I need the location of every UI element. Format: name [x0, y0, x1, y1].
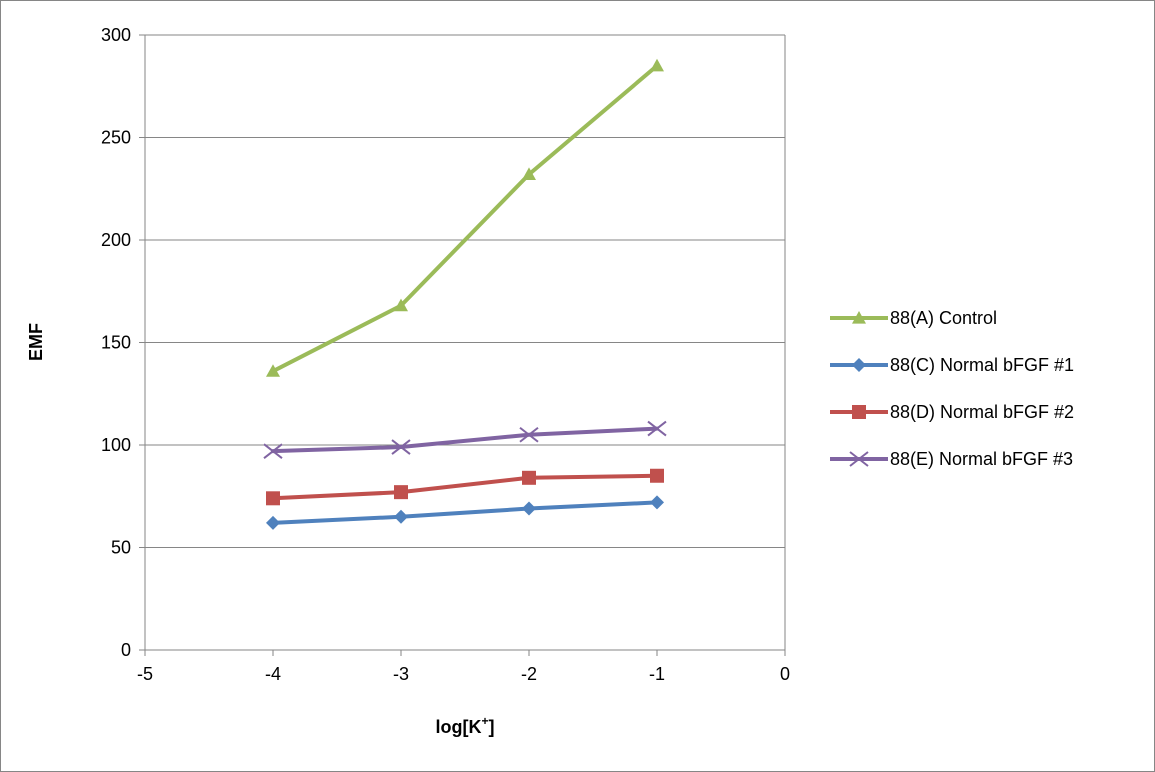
x-tick-label: -5 [137, 664, 153, 684]
y-tick-label: 50 [111, 538, 131, 558]
y-tick-label: 150 [101, 333, 131, 353]
data-point [394, 485, 408, 499]
data-point [650, 469, 664, 483]
legend-label: 88(A) Control [890, 308, 997, 328]
data-point [522, 471, 536, 485]
y-tick-label: 0 [121, 640, 131, 660]
x-tick-label: -1 [649, 664, 665, 684]
y-axis-title: EMF [26, 323, 46, 361]
x-axis-title-end: ] [489, 717, 495, 737]
x-axis-title-main: log[K [436, 717, 482, 737]
y-tick-label: 200 [101, 230, 131, 250]
data-point [266, 491, 280, 505]
x-tick-label: -4 [265, 664, 281, 684]
legend-marker [852, 405, 866, 419]
legend-label: 88(D) Normal bFGF #2 [890, 402, 1074, 422]
y-tick-label: 100 [101, 435, 131, 455]
legend-label: 88(C) Normal bFGF #1 [890, 355, 1074, 375]
y-tick-label: 250 [101, 128, 131, 148]
x-tick-label: 0 [780, 664, 790, 684]
legend-label: 88(E) Normal bFGF #3 [890, 449, 1073, 469]
x-tick-label: -2 [521, 664, 537, 684]
legend-entry: 88(E) Normal bFGF #3 [830, 449, 1073, 469]
y-tick-label: 300 [101, 25, 131, 45]
x-tick-label: -3 [393, 664, 409, 684]
x-axis-title-superscript: + [481, 714, 488, 728]
